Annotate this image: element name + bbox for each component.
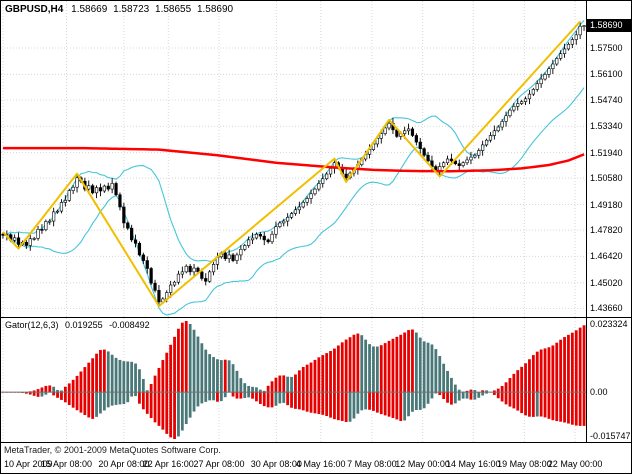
ohlc-close: 1.58690: [196, 4, 234, 15]
price-axis-label: 1.46420: [590, 251, 623, 262]
price-axis-label: 1.53340: [590, 121, 623, 132]
time-axis-label: 12 May 00:00: [395, 459, 450, 469]
price-axis-label: 1.43660: [590, 303, 623, 314]
price-axis-label: 1.49180: [590, 199, 623, 210]
symbol-period-label: GBPUSD,H4: [5, 4, 64, 15]
ohlc-low: 1.58655: [155, 4, 192, 15]
time-axis-label: 27 Apr 08:00: [193, 459, 245, 469]
ohlc-open: 1.58669: [71, 4, 108, 15]
time-axis-label: 20 Apr 08:00: [98, 459, 150, 469]
axis-separator: [1, 442, 631, 443]
price-axis-label: 1.47820: [590, 225, 623, 236]
time-axis-label: 19 May 08:00: [497, 459, 552, 469]
time-axis-label: 10 Apr 2009: [4, 459, 53, 469]
time-axis-label: 30 Apr 08:00: [250, 459, 302, 469]
price-axis-label: 1.56100: [590, 69, 623, 80]
time-axis-label: 22 May 00:00: [547, 459, 603, 469]
time-axis-label: 14 May 16:00: [446, 459, 501, 469]
indicator-label: Gator(12,6,3) 0.019255 -0.008492: [5, 320, 154, 330]
time-axis-label: 15 Apr 08:00: [40, 459, 93, 469]
time-axis[interactable]: 10 Apr 2009 15 Apr 08:00 20 Apr 08:00 22 Ap…: [1, 459, 631, 473]
indicator-axis-label: -0.015747: [590, 431, 631, 441]
price-axis-label: 1.51940: [590, 147, 623, 158]
time-axis-label: 22 Apr 16:00: [142, 459, 194, 469]
ohlc-high: 1.58723: [113, 4, 150, 15]
indicator-value-up: 0.019255: [65, 320, 103, 330]
indicator-axis[interactable]: 0.023324 0.00 -0.015747: [587, 318, 631, 442]
price-axis-label: 1.54740: [590, 94, 623, 105]
indicator-name: Gator(12,6,3): [5, 320, 59, 330]
price-axis-label: 1.45020: [590, 277, 623, 288]
indicator-value-down: -0.008492: [109, 320, 150, 330]
price-axis-label: 1.50580: [590, 173, 623, 184]
panel-separator: [1, 317, 631, 318]
price-axis-label: 1.57500: [590, 43, 623, 54]
time-axis-label: 7 May 08:00: [347, 459, 397, 469]
indicator-canvas[interactable]: [1, 318, 586, 442]
indicator-axis-label: 0.00: [590, 387, 608, 398]
indicator-axis-label: 0.023324: [590, 319, 628, 329]
time-axis-label: 4 May 16:00: [296, 459, 346, 469]
current-price-box: 1.58690: [587, 18, 631, 32]
price-axis[interactable]: 1.58690 1.57500 1.56100 1.54740 1.53340 1.51…: [587, 1, 631, 442]
price-scale-border: [586, 1, 587, 442]
chart-title: GBPUSD,H4 1.58669 1.58723 1.58655 1.5869…: [5, 4, 236, 15]
copyright-text: MetaTrader, © 2001-2009 MetaQuotes Softw…: [4, 445, 221, 455]
main-chart-canvas[interactable]: [1, 1, 586, 317]
